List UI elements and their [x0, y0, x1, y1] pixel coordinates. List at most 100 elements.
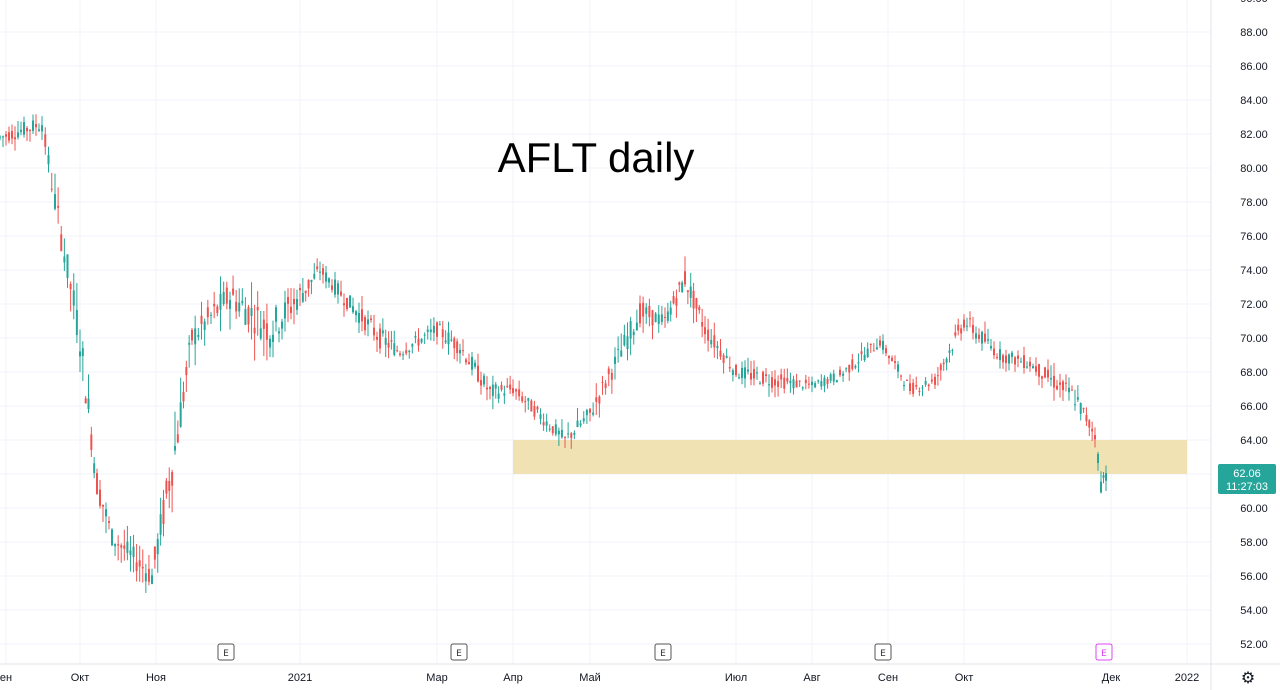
candle — [927, 383, 930, 391]
candle — [957, 318, 960, 336]
candle — [848, 364, 851, 381]
candle — [1074, 389, 1076, 411]
candle — [981, 330, 983, 351]
candle — [747, 357, 749, 375]
candle — [704, 316, 706, 344]
candle — [147, 555, 150, 586]
candle — [951, 348, 954, 356]
x-tick-label: Ноя — [146, 672, 166, 684]
candle — [666, 302, 669, 324]
candle — [1017, 350, 1019, 368]
candle — [210, 312, 212, 324]
candle — [483, 373, 485, 388]
candle — [811, 376, 813, 393]
candle — [582, 411, 585, 424]
candle — [1076, 385, 1079, 402]
candle — [604, 379, 607, 395]
candle — [579, 420, 582, 428]
candle — [328, 277, 330, 288]
candle — [939, 362, 942, 381]
candle — [610, 368, 613, 394]
x-tick-label: Окт — [955, 672, 974, 684]
earnings-marker[interactable]: E — [1095, 643, 1113, 661]
candle — [686, 290, 689, 305]
candle — [35, 114, 37, 136]
candle — [367, 310, 369, 337]
candle — [756, 366, 758, 380]
candle — [1088, 419, 1091, 436]
candle — [132, 534, 135, 573]
candle — [607, 366, 610, 387]
candle — [1082, 407, 1085, 413]
earnings-marker[interactable]: E — [450, 643, 468, 661]
candle — [235, 289, 238, 319]
candle — [310, 279, 313, 295]
candle — [963, 314, 965, 332]
candle — [352, 297, 354, 314]
candle — [1059, 373, 1061, 398]
candle — [698, 304, 701, 314]
candle — [471, 351, 473, 376]
y-tick-label: 76.00 — [1240, 231, 1268, 243]
candle — [57, 187, 60, 224]
candle — [798, 380, 801, 388]
candle — [567, 422, 570, 439]
candle — [894, 355, 896, 370]
x-tick-label: Авг — [803, 672, 820, 684]
candle — [999, 341, 1001, 369]
candle — [934, 373, 936, 390]
earnings-marker[interactable]: E — [217, 643, 235, 661]
candle — [284, 290, 286, 332]
candle — [1044, 366, 1046, 379]
candle — [238, 288, 241, 317]
candle — [436, 321, 438, 345]
candle — [138, 545, 141, 582]
candle — [585, 408, 588, 424]
candle — [165, 478, 168, 499]
x-tick-label: 2021 — [288, 672, 312, 684]
candle — [777, 375, 780, 397]
earnings-marker[interactable]: E — [654, 643, 672, 661]
candle — [219, 276, 222, 332]
candle — [486, 376, 488, 401]
candle — [265, 303, 268, 361]
x-tick-label: Сен — [878, 672, 898, 684]
y-tick-label: 66.00 — [1240, 401, 1268, 413]
candle — [414, 331, 417, 344]
candle — [906, 379, 908, 381]
candle — [188, 335, 191, 368]
candle — [1071, 385, 1073, 391]
candle — [462, 339, 464, 356]
candle — [429, 318, 432, 341]
candle — [1026, 361, 1028, 369]
candle — [996, 353, 998, 360]
last-price-value: 62.06 — [1233, 468, 1261, 480]
candle — [84, 395, 87, 404]
earnings-label: E — [880, 649, 886, 659]
candle — [393, 330, 396, 357]
candle — [63, 238, 66, 272]
candle — [872, 342, 875, 352]
candle — [381, 318, 384, 337]
candle — [399, 350, 401, 357]
y-tick-label: 64.00 — [1240, 435, 1268, 447]
candle — [1011, 350, 1013, 364]
candle — [765, 367, 767, 383]
candle — [689, 272, 692, 308]
candle — [629, 316, 632, 356]
candle — [447, 321, 450, 355]
candle — [349, 295, 351, 308]
candle — [0, 135, 1, 141]
candle — [50, 172, 53, 193]
candle — [411, 343, 414, 354]
settings-gear-icon[interactable]: ⚙ — [1241, 668, 1255, 687]
candle — [771, 371, 773, 393]
earnings-marker[interactable]: E — [874, 643, 892, 661]
candle — [47, 146, 50, 173]
candle — [551, 425, 554, 436]
candle — [299, 283, 301, 306]
candle — [960, 324, 963, 341]
x-tick-label: Май — [579, 672, 601, 684]
